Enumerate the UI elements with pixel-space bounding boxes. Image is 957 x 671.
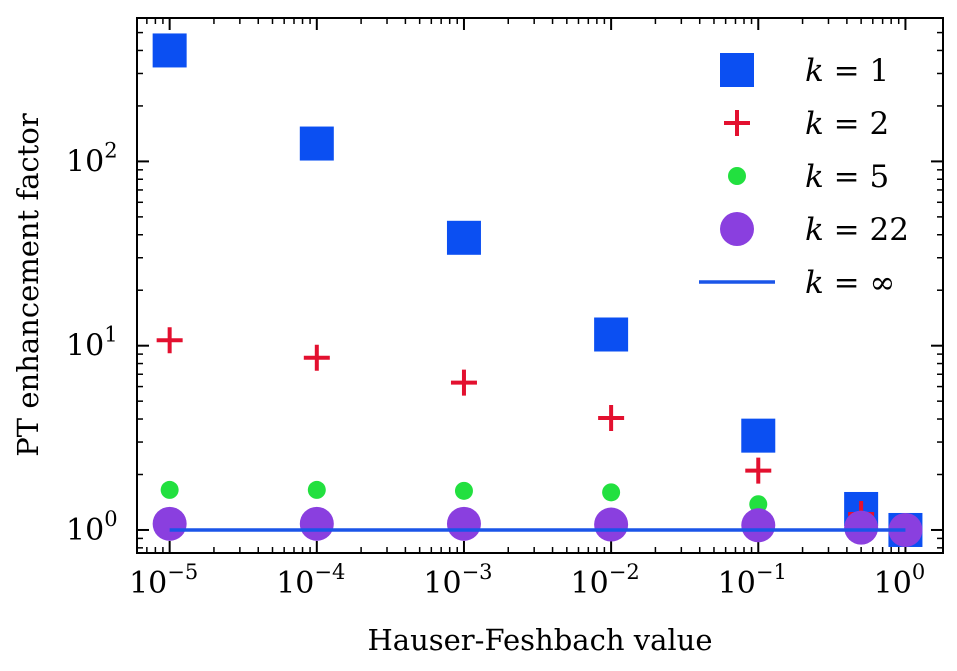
data-point (307, 480, 326, 499)
legend-label-value: = 2 (824, 106, 889, 142)
x-tick-label: 10−2 (571, 560, 640, 601)
data-point (594, 507, 629, 542)
legend-label: k = ∞ (805, 265, 895, 301)
x-tick-exponent: −3 (462, 560, 493, 584)
data-point (594, 317, 629, 352)
y-tick-label: 102 (66, 138, 118, 179)
data-point (598, 405, 625, 432)
x-tick-exponent: 0 (912, 560, 925, 584)
data-point (152, 33, 187, 68)
x-tick-label: 10−4 (276, 560, 345, 601)
legend-label-k: k (805, 106, 824, 142)
data-point (602, 483, 621, 502)
x-tick-label: 10−3 (423, 560, 492, 601)
legend-label-value: = 22 (824, 212, 909, 248)
legend-item: k = 5 (728, 159, 889, 195)
data-point (299, 506, 334, 541)
legend-label-k: k (805, 265, 824, 301)
data-point (450, 369, 477, 396)
legend: k = 1k = 2k = 5k = 22k = ∞ (699, 53, 909, 301)
legend-item: k = 1 (720, 53, 889, 89)
plot-frame (136, 17, 944, 554)
series-3 (152, 506, 923, 547)
data-layer (152, 33, 923, 547)
legend-swatch (728, 167, 746, 185)
legend-label-k: k (805, 53, 824, 89)
data-point (741, 508, 776, 543)
data-point (152, 506, 187, 541)
x-tick-label: 100 (874, 560, 926, 601)
data-point (156, 327, 183, 354)
legend-item: k = ∞ (699, 265, 895, 301)
data-point (844, 510, 879, 545)
legend-item: k = 2 (724, 106, 889, 142)
legend-label-k: k (805, 212, 824, 248)
legend-item: k = 22 (720, 212, 909, 248)
minor-ticks (136, 17, 943, 553)
x-tick-exponent: −5 (167, 560, 198, 584)
data-point (745, 457, 772, 484)
x-tick-label: 10−5 (129, 560, 198, 601)
legend-label-value: = 1 (824, 53, 889, 89)
data-point (446, 220, 481, 255)
data-point (741, 418, 776, 453)
legend-label: k = 1 (805, 53, 889, 89)
legend-swatch (720, 53, 754, 87)
legend-label-value: = ∞ (824, 265, 896, 301)
legend-label: k = 5 (805, 159, 889, 195)
data-point (454, 481, 473, 500)
legend-label-k: k (805, 159, 824, 195)
x-axis-label: Hauser-Feshbach value (368, 623, 713, 657)
series-1 (156, 327, 919, 543)
data-point (303, 344, 330, 371)
legend-label: k = 2 (805, 106, 889, 142)
data-point (749, 495, 768, 514)
legend-label: k = 22 (805, 212, 909, 248)
data-point (299, 126, 334, 161)
legend-swatch (724, 110, 750, 136)
legend-swatch (720, 212, 754, 246)
y-tick-exponent: 0 (104, 507, 117, 531)
major-ticks (137, 18, 943, 553)
legend-label-value: = 5 (824, 159, 889, 195)
data-point (160, 480, 179, 499)
y-tick-exponent: 2 (104, 138, 117, 162)
x-tick-exponent: −2 (609, 560, 640, 584)
y-tick-label: 101 (66, 323, 118, 364)
x-tick-exponent: −1 (756, 560, 787, 584)
y-axis-label: PT enhancement factor (11, 113, 45, 457)
y-tick-label: 100 (66, 507, 118, 548)
x-tick-exponent: −4 (314, 560, 345, 584)
data-point (446, 506, 481, 541)
x-tick-label: 10−1 (718, 560, 787, 601)
y-tick-exponent: 1 (104, 323, 117, 347)
